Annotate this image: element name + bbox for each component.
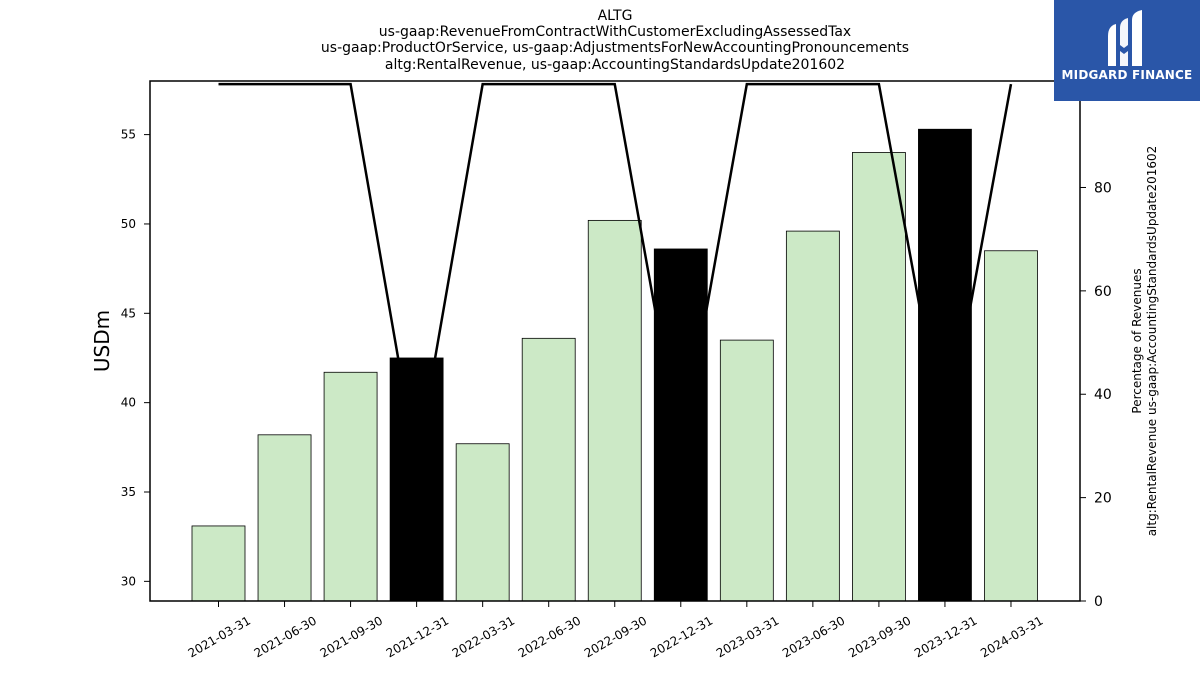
bar-2022-09-30 [587, 219, 642, 602]
y2-tick-label: 40 [1094, 387, 1112, 403]
bar-2021-12-31 [389, 357, 444, 602]
title-line-2: us-gaap:RevenueFromContractWithCustomerE… [379, 24, 851, 40]
y2-tick-label: 20 [1094, 491, 1112, 507]
x-tick-label: 2024-03-31 [978, 613, 1045, 660]
x-tick-label: 2021-09-30 [318, 613, 385, 660]
y2-tick-label: 60 [1094, 284, 1112, 300]
y-axis-right: 020406080100 [1080, 77, 1121, 610]
x-tick-label: 2021-06-30 [252, 613, 319, 660]
x-tick-label: 2023-03-31 [714, 613, 781, 660]
bar-2023-12-31 [918, 128, 972, 602]
x-tick-label: 2021-03-31 [186, 613, 253, 660]
x-tick-label: 2023-06-30 [780, 613, 847, 660]
bars-group [191, 128, 1038, 602]
title-line-4: altg:RentalRevenue, us-gaap:AccountingSt… [385, 57, 845, 73]
line-group [218, 82, 1013, 465]
y-tick-label: 40 [121, 396, 136, 410]
y-tick-label: 30 [121, 574, 136, 588]
bar-2021-03-31 [191, 525, 246, 602]
bar-2021-09-30 [323, 371, 378, 602]
y-axis-label: USDm [90, 310, 114, 372]
title-line-3: us-gaap:ProductOrService, us-gaap:Adjust… [321, 40, 909, 56]
y2-axis-label-line-2: altg:RentalRevenue us-gaap:AccountingSta… [1145, 146, 1159, 537]
x-tick-label: 2023-09-30 [846, 613, 913, 660]
logo-text: MIDGARD FINANCE [1061, 68, 1193, 82]
bar-2024-03-31 [984, 250, 1038, 602]
x-tick-label: 2022-06-30 [516, 613, 583, 660]
y-tick-label: 35 [121, 485, 136, 499]
chart-title: ALTG us-gaap:RevenueFromContractWithCust… [321, 8, 909, 73]
midgard-finance-logo: MIDGARD FINANCE [1054, 0, 1200, 101]
x-tick-label: 2023-12-31 [912, 613, 979, 660]
y-tick-label: 55 [121, 128, 136, 142]
y2-tick-label: 0 [1094, 594, 1103, 610]
y-tick-label: 50 [121, 217, 136, 231]
midgard-logo-icon [1108, 10, 1142, 66]
title-line-1: ALTG [598, 8, 633, 24]
x-tick-label: 2021-12-31 [384, 613, 451, 660]
bar-2022-03-31 [455, 443, 510, 602]
bar-2023-03-31 [719, 339, 774, 602]
y2-tick-label: 80 [1094, 180, 1112, 196]
bar-2023-06-30 [785, 230, 840, 602]
bar-2022-06-30 [521, 337, 576, 602]
x-tick-label: 2022-12-31 [648, 613, 715, 660]
x-tick-label: 2022-03-31 [450, 613, 517, 660]
bar-2023-09-30 [852, 152, 906, 602]
y2-axis-label-line-1: Percentage of Revenues [1130, 268, 1144, 413]
bar-2021-06-30 [257, 434, 312, 602]
percentage-line [218, 82, 1013, 465]
y-axis-left: 30 35 40 45 50 55 [121, 128, 150, 588]
x-tick-label: 2022-09-30 [582, 613, 649, 660]
y-tick-label: 45 [121, 306, 136, 320]
bar-2022-12-31 [653, 248, 708, 602]
x-axis: 2021-03-312021-06-302021-09-302021-12-31… [186, 601, 1045, 660]
